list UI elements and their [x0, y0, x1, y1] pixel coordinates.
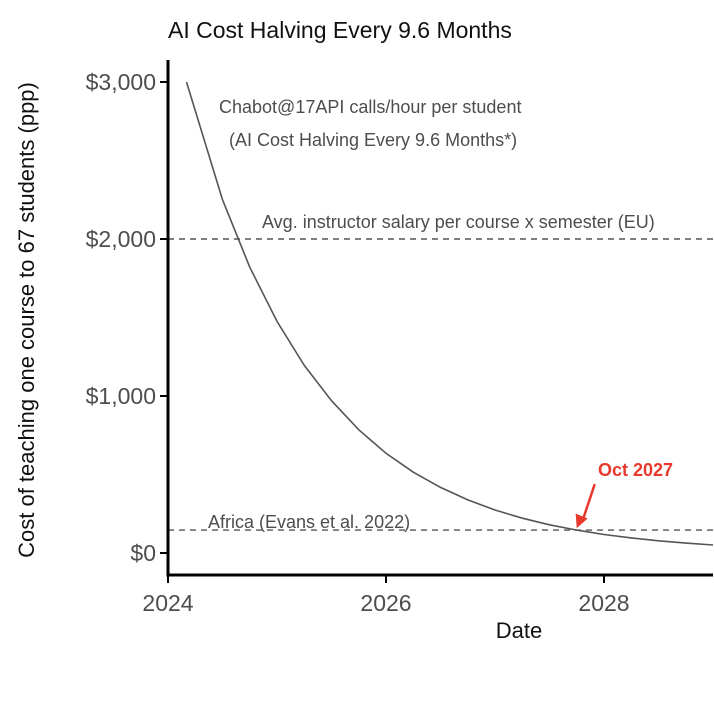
- chart-title: AI Cost Halving Every 9.6 Months: [168, 17, 512, 43]
- annotation-arrow-head: [575, 513, 588, 529]
- y-axis-ticks: $0 $1,000 $2,000 $3,000: [86, 69, 168, 566]
- reference-label-africa: Africa (Evans et al. 2022): [208, 512, 410, 532]
- y-tick-label: $3,000: [86, 69, 156, 95]
- x-axis-ticks: 2024 2026 2028: [142, 575, 630, 616]
- reference-lines: [168, 238, 713, 531]
- x-tick-label: 2024: [142, 590, 193, 616]
- y-tick-label: $0: [130, 540, 156, 566]
- y-axis-label: Cost of teaching one course to 67 studen…: [14, 82, 39, 558]
- annotation-label: Oct 2027: [598, 460, 673, 480]
- y-tick-label: $1,000: [86, 383, 156, 409]
- y-tick-label: $2,000: [86, 226, 156, 252]
- annotation-arrow-shaft: [581, 483, 596, 521]
- series-line-cost-curve: [185, 81, 714, 546]
- curve-label-line2: (AI Cost Halving Every 9.6 Months*): [229, 130, 517, 150]
- reference-label-salary: Avg. instructor salary per course x seme…: [262, 212, 655, 232]
- x-tick-label: 2026: [360, 590, 411, 616]
- x-axis-label: Date: [496, 618, 542, 643]
- curve-label-line1: Chabot@17API calls/hour per student: [219, 97, 521, 117]
- x-tick-label: 2028: [578, 590, 629, 616]
